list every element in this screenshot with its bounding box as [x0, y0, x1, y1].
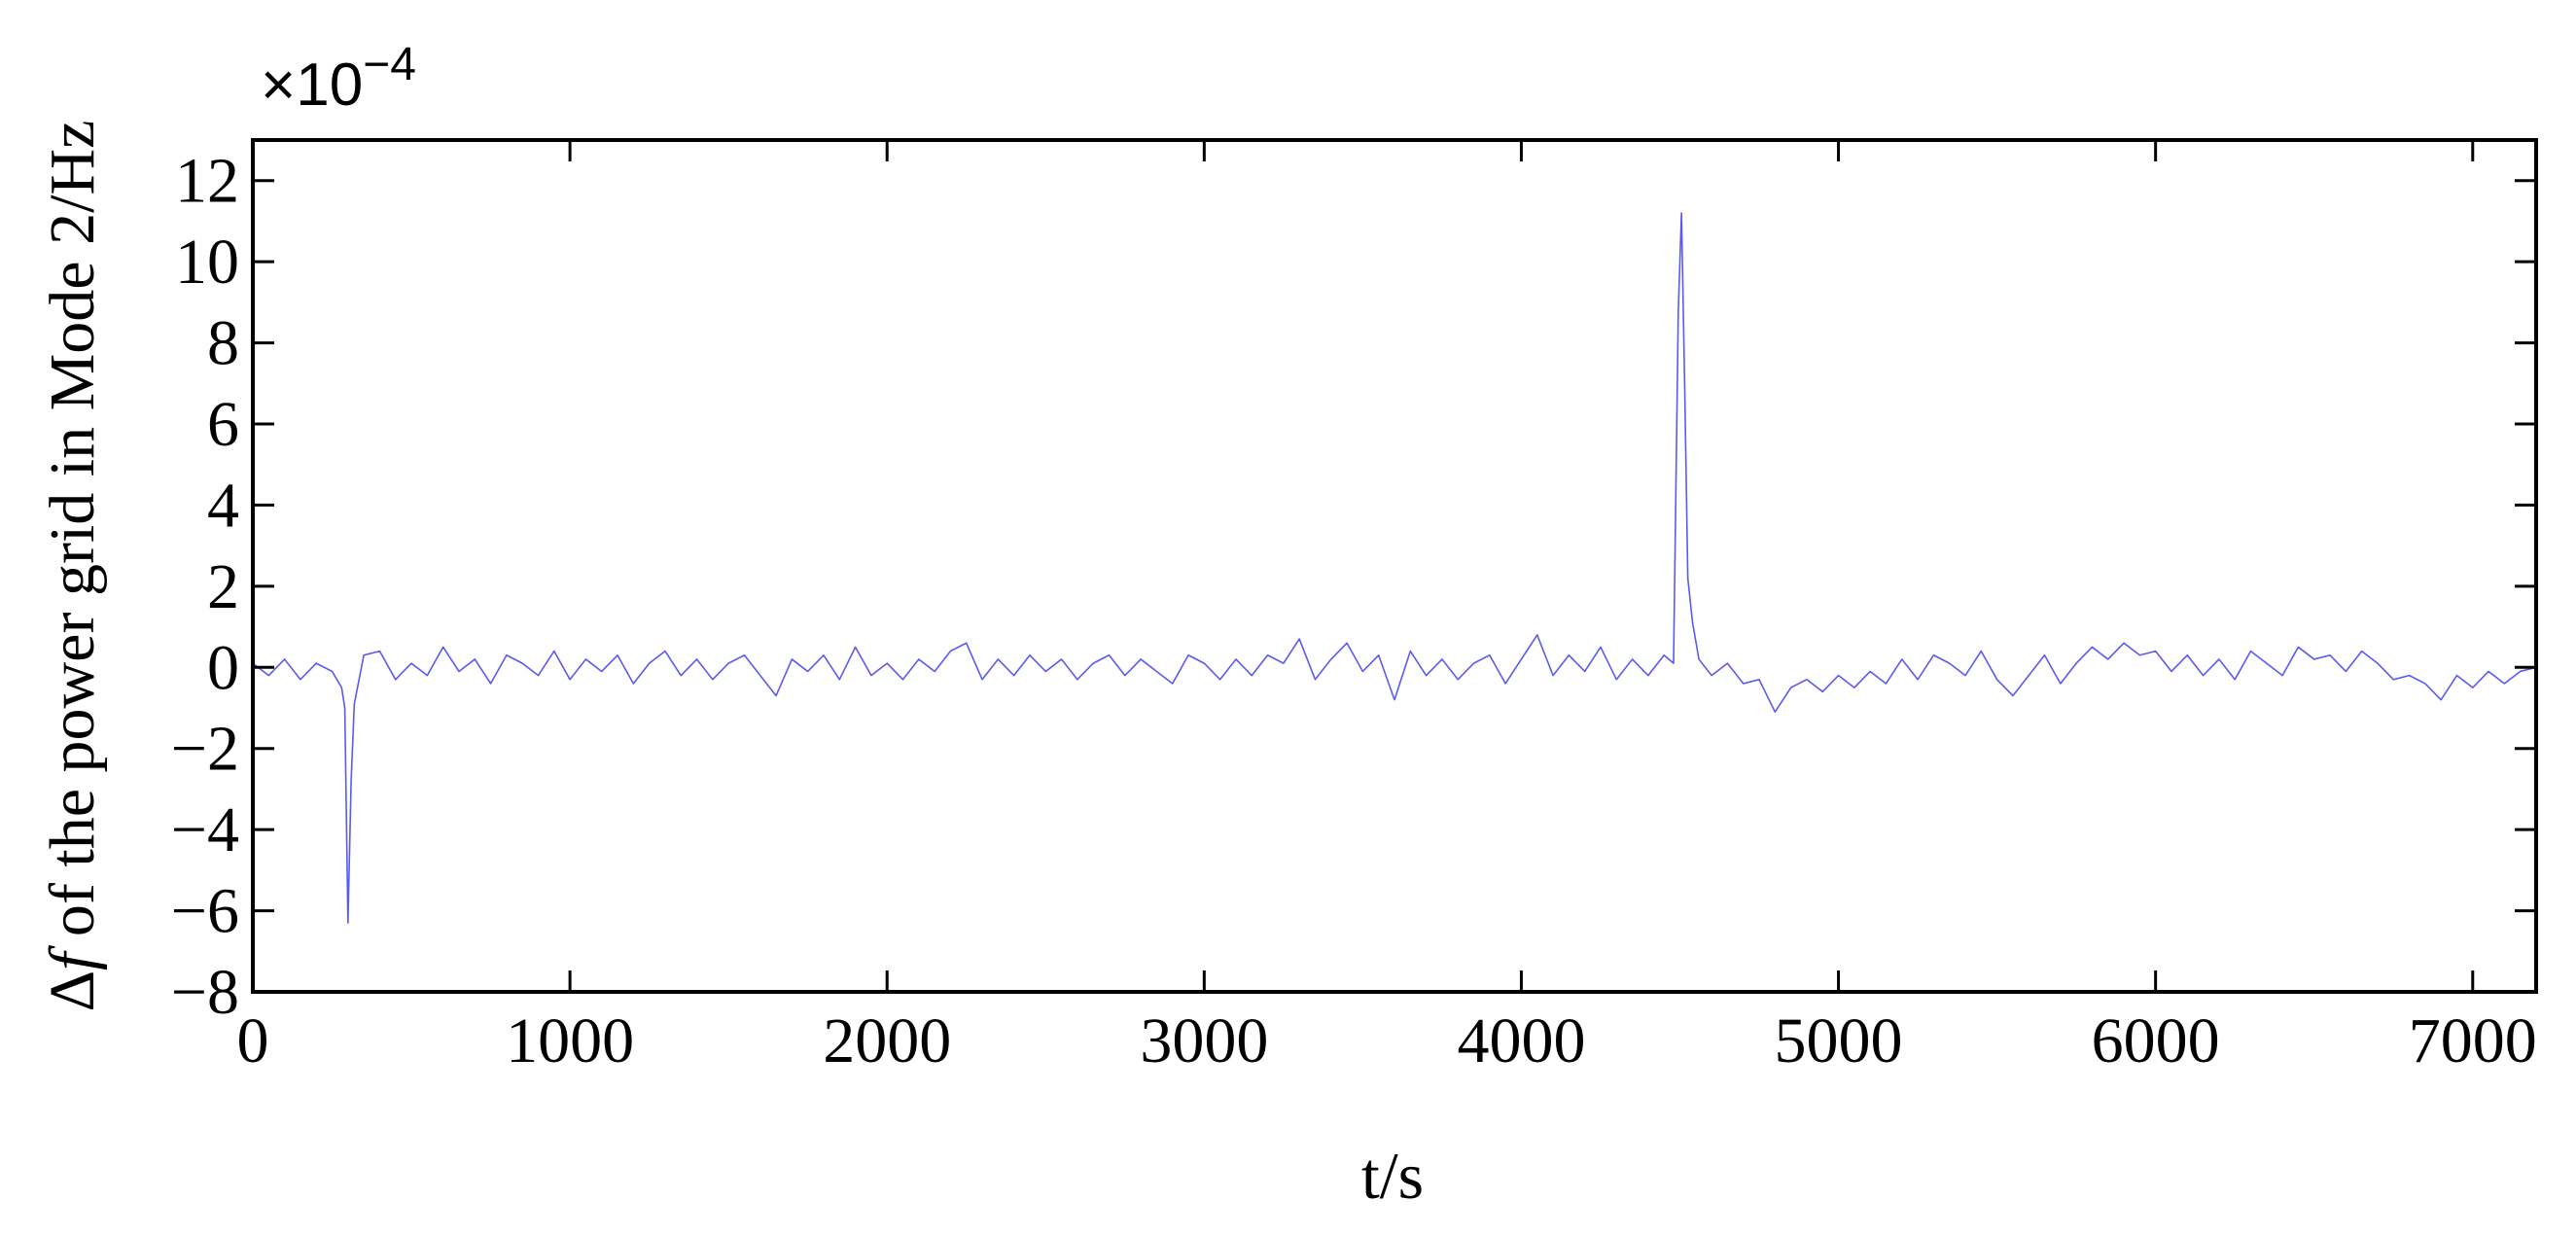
- y-tick-label: −4: [171, 794, 239, 865]
- y-tick-label: 12: [175, 146, 239, 217]
- y-tick-label: −6: [171, 876, 239, 947]
- x-tick-label: 3000: [1140, 1005, 1268, 1076]
- y-tick-label: −8: [171, 957, 239, 1028]
- y-tick-label: 4: [207, 470, 239, 541]
- x-tick-label: 5000: [1775, 1005, 1903, 1076]
- data-line: [252, 212, 2537, 924]
- y-axis-label: Δf of the power grid in Mode 2/Hz: [37, 121, 108, 1012]
- y-tick-label: 8: [207, 308, 239, 379]
- plot-frame: [251, 138, 2538, 994]
- y-label-symbol: Δ: [37, 970, 108, 1011]
- y-multiplier-exponent: −4: [363, 39, 416, 90]
- y-tick-label: 10: [175, 227, 239, 298]
- y-label-text: of the power grid in Mode 2/Hz: [37, 121, 108, 953]
- y-tick-label: 2: [207, 551, 239, 622]
- x-tick-label: 2000: [823, 1005, 951, 1076]
- x-tick-label: 4000: [1457, 1005, 1585, 1076]
- y-tick-label: 0: [207, 632, 239, 703]
- y-multiplier-base: ×10: [261, 52, 363, 119]
- y-multiplier: ×10−4: [261, 39, 416, 119]
- x-tick-label: 0: [237, 1005, 269, 1076]
- y-tick-label: 6: [207, 389, 239, 460]
- x-tick-label: 1000: [506, 1005, 634, 1076]
- x-tick-label: 6000: [2092, 1005, 2220, 1076]
- y-tick-label: −2: [171, 714, 239, 785]
- x-axis-label: t/s: [1361, 1139, 1424, 1213]
- x-tick-label: 7000: [2409, 1005, 2537, 1076]
